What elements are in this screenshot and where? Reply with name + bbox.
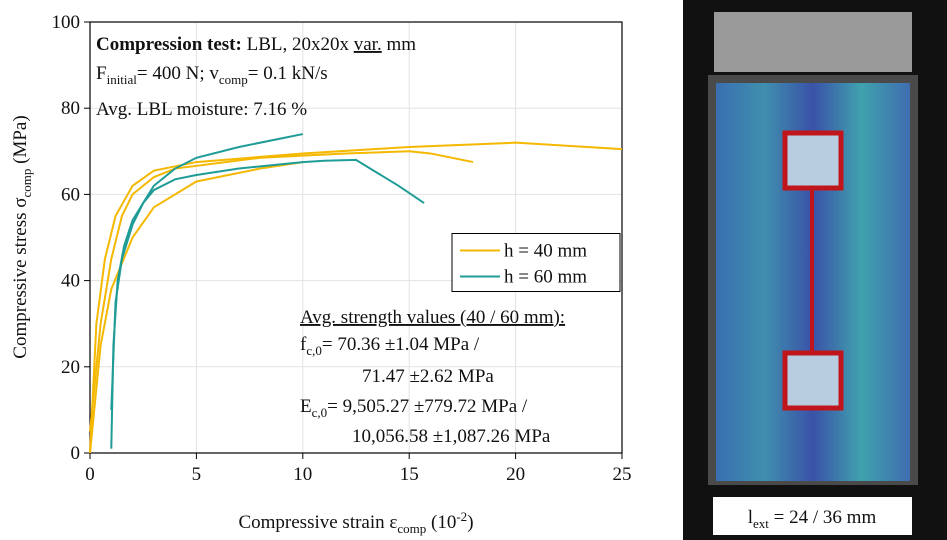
- curve: [89, 161, 303, 454]
- curve: [89, 150, 474, 432]
- plot: 0 5 10 15 20 25 0 20 40 60 80 100 h = 40 mm h = 60 mm: [52, 12, 632, 485]
- x-tick-label: 10: [293, 464, 312, 485]
- label-part: -2: [456, 509, 467, 524]
- annotation: Compression test: LBL, 20x20x var. mm: [96, 34, 416, 55]
- y-tick-label: 40: [61, 271, 80, 292]
- annotation: 10,056.58 ±1,087.26 MPa: [352, 426, 551, 447]
- y-axis-label: Compressive stress σcomp (MPa): [10, 115, 34, 358]
- annotation: Avg. LBL moisture: 7.16 %: [96, 99, 307, 120]
- annotation: fc,0= 70.36 ±1.04 MPa /: [300, 334, 480, 358]
- plot-frame: [89, 21, 623, 454]
- label-part: (10: [426, 512, 456, 533]
- caption-part: ext: [753, 516, 769, 531]
- annotation: Finitial= 400 N; vcomp= 0.1 kN/s: [96, 63, 328, 87]
- clamp: [714, 12, 912, 72]
- annotation-part: F: [96, 63, 107, 84]
- x-tick-label: 15: [400, 464, 419, 485]
- annotation-part: initial: [107, 72, 138, 87]
- caption-part: = 24 / 36 mm: [769, 507, 877, 528]
- specimen-image: lext = 24 / 36 mm: [683, 0, 947, 540]
- caption-part: l: [748, 507, 753, 528]
- marker: [782, 130, 844, 191]
- caption-box: [713, 497, 912, 535]
- annotation-part: f: [300, 334, 307, 355]
- y-tick-label: 80: [61, 98, 80, 119]
- annotation-part: = 9,505.27 ±779.72 MPa /: [327, 396, 528, 417]
- label-part: comp: [397, 521, 426, 536]
- annotation-part: Compression test:: [96, 34, 242, 55]
- annotation: Avg. strength values (40 / 60 mm):: [300, 307, 565, 328]
- label-part: Compressive stress σ: [10, 198, 31, 359]
- curve: [110, 133, 303, 410]
- annotation-part: c,0: [306, 343, 322, 358]
- annotation-part: mm: [382, 34, 417, 55]
- annotation: 71.47 ±2.62 MPa: [362, 366, 494, 387]
- annotation-part: = 0.1 kN/s: [248, 63, 328, 84]
- label-part: Compressive strain ε: [238, 512, 397, 533]
- y-tick-label: 60: [61, 184, 80, 205]
- curve: [89, 141, 623, 454]
- legend-box: [451, 233, 621, 292]
- annotation-part: = 70.36 ±1.04 MPa /: [322, 334, 480, 355]
- x-tick-label: 25: [613, 464, 632, 485]
- x-tick-label: 5: [192, 464, 202, 485]
- legend-label: h = 40 mm: [504, 241, 587, 262]
- annotation-part: E: [300, 396, 312, 417]
- y-tick-label: 20: [61, 357, 80, 378]
- y-tick-label: 100: [52, 12, 81, 33]
- caption: lext = 24 / 36 mm: [748, 507, 877, 531]
- annotation: Ec,0= 9,505.27 ±779.72 MPa /: [300, 396, 528, 420]
- x-tick-label: 20: [506, 464, 525, 485]
- annotation-part: c,0: [312, 405, 328, 420]
- annotation-part: comp: [219, 72, 248, 87]
- annotation-part: var.: [354, 34, 382, 55]
- y-tick-label: 0: [71, 443, 81, 464]
- annotation-part: = 400 N; v: [137, 63, 219, 84]
- marker: [782, 350, 844, 411]
- x-tick-label: 0: [85, 464, 95, 485]
- annotation-part: LBL, 20x20x: [242, 34, 354, 55]
- label-part: comp: [19, 169, 34, 198]
- legend-label: h = 60 mm: [504, 267, 587, 288]
- x-axis-label: Compressive strain εcomp (10-2): [238, 509, 473, 536]
- label-part: ): [467, 512, 473, 533]
- label-part: (MPa): [10, 115, 31, 168]
